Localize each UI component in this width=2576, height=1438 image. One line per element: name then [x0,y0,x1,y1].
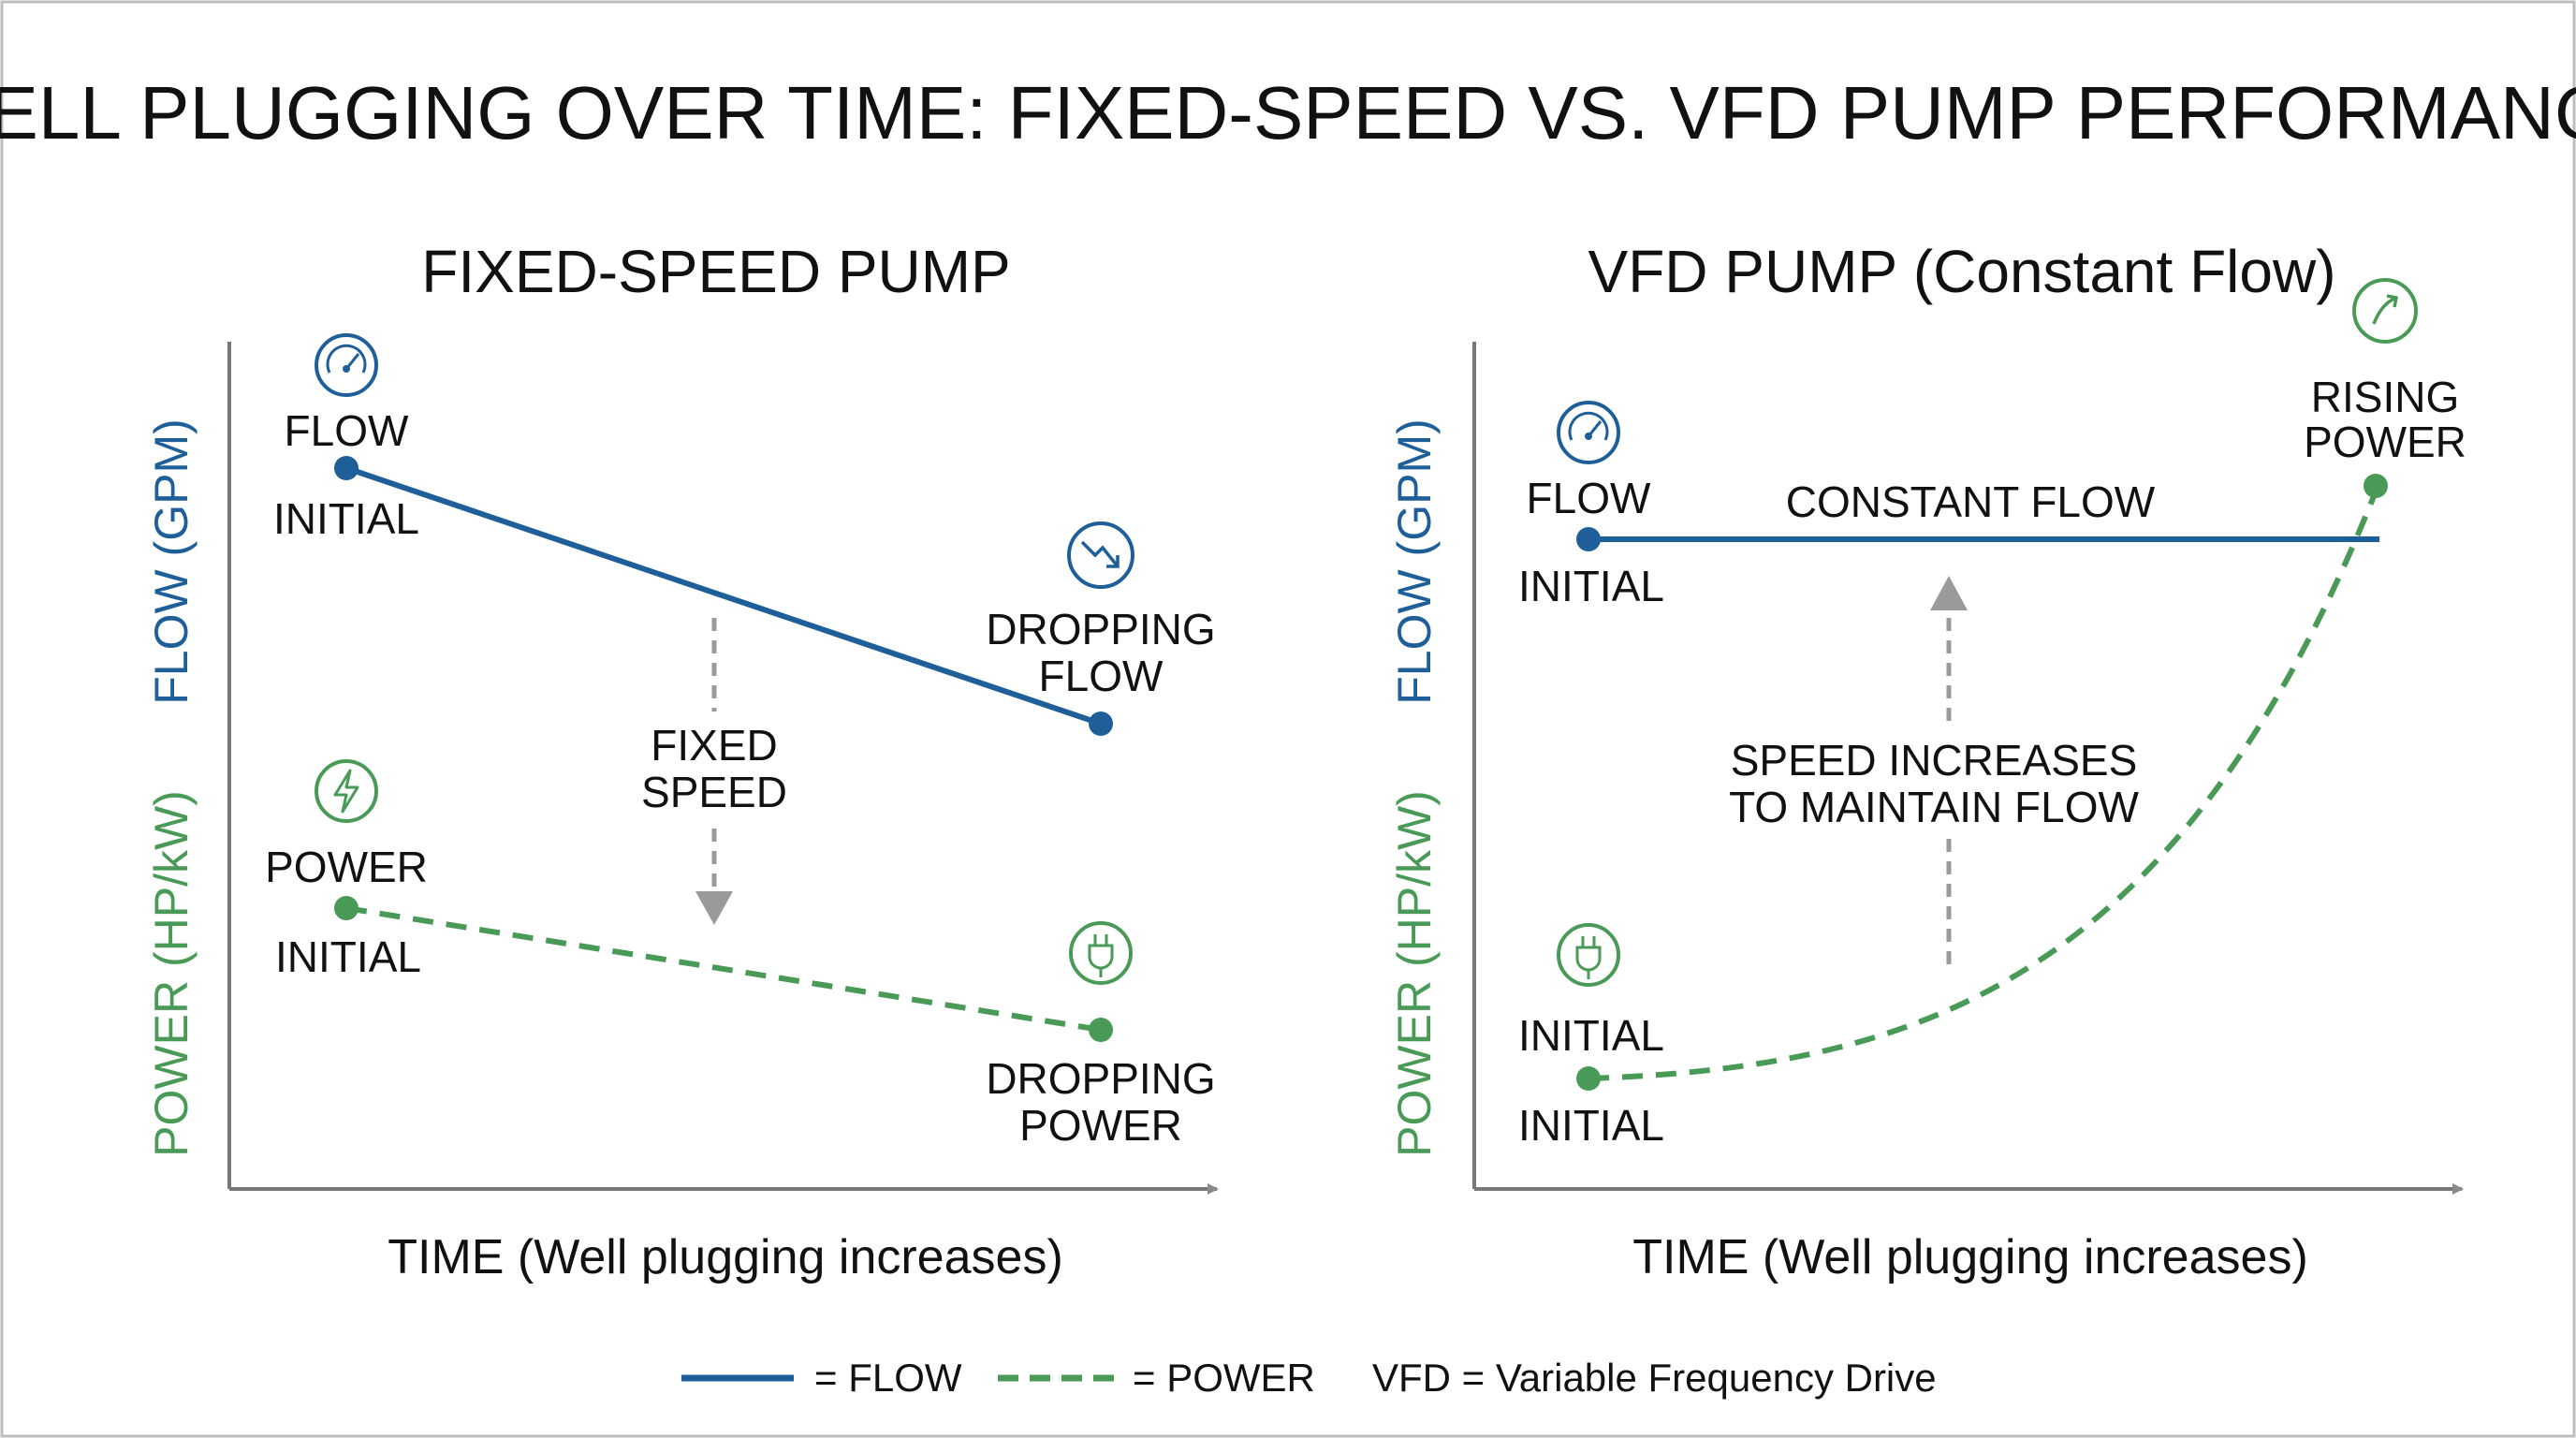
right-power-curve [1588,485,2380,1081]
gauge-icon [1557,401,1620,464]
trending-up-icon [2352,278,2418,344]
plug-icon [1069,921,1133,985]
legend-flow-label: = FLOW [814,1356,962,1400]
lightning-icon [315,759,378,823]
right-y-power-label: POWER (HP/kW) [1388,790,1441,1157]
right-power-end-label-1: RISING [2311,373,2459,421]
right-panel: VFD PUMP (Constant Flow) FLOW (GPM) POWE… [1388,238,2466,1284]
main-title: WELL PLUGGING OVER TIME: FIXED-SPEED VS.… [0,71,2576,154]
left-arrow-label-1: FIXED [651,721,777,770]
left-flow-end-point [1089,712,1113,736]
left-flow-end-label-1: DROPPING [986,605,1215,653]
left-fixed-speed-arrow-head [695,891,733,925]
left-power-line [345,905,1102,1033]
legend-note: VFD = Variable Frequency Drive [1372,1356,1937,1400]
gauge-icon [315,333,378,397]
right-flow-start-sub: INITIAL [1518,562,1664,610]
right-power-end-label-2: POWER [2304,418,2466,466]
right-power-end-point [2364,474,2388,498]
left-flow-end-label-2: FLOW [1039,652,1164,700]
left-power-end-label-1: DROPPING [986,1054,1215,1103]
trending-down-icon [1067,521,1134,589]
left-arrow-label-2: SPEED [641,768,787,816]
right-y-flow-label: FLOW (GPM) [1388,418,1441,705]
plug-icon [1557,923,1620,987]
right-power-start-point [1576,1066,1601,1091]
legend-power-label: = POWER [1133,1356,1315,1400]
left-power-end-point [1089,1018,1113,1042]
left-power-start-point [334,896,359,920]
left-panel: FIXED-SPEED PUMP FLOW (GPM) POWER (HP/kW… [145,238,1219,1284]
right-x-label: TIME (Well plugging increases) [1632,1230,2308,1284]
left-power-start-sub: INITIAL [275,932,421,981]
left-x-label: TIME (Well plugging increases) [388,1230,1063,1284]
right-speed-arrow-head [1930,576,1968,610]
left-panel-title: FIXED-SPEED PUMP [421,238,1010,305]
right-power-start-sub: INITIAL [1518,1101,1664,1150]
right-flow-start-label: FLOW [1527,474,1651,522]
left-flow-start-point [334,456,359,480]
right-panel-title: VFD PUMP (Constant Flow) [1588,238,2336,305]
left-power-end-label-2: POWER [1019,1101,1182,1150]
right-power-start-label: INITIAL [1518,1011,1664,1060]
right-flow-line-label: CONSTANT FLOW [1786,477,2156,526]
left-flow-line [345,465,1102,726]
left-flow-start-sub: INITIAL [273,494,419,543]
right-arrow-label-1: SPEED INCREASES [1731,736,2138,785]
right-flow-start-point [1576,527,1601,551]
right-arrow-label-2: TO MAINTAIN FLOW [1729,783,2139,831]
left-power-start-label: POWER [265,843,428,891]
legend: = FLOW = POWER VFD = Variable Frequency … [681,1356,1937,1400]
left-y-power-label: POWER (HP/kW) [145,790,198,1157]
left-flow-start-label: FLOW [285,406,409,455]
left-y-flow-label: FLOW (GPM) [145,418,198,705]
